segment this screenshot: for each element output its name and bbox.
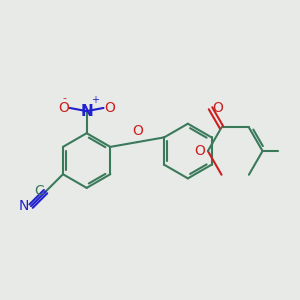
Text: -: - bbox=[63, 93, 67, 103]
Text: +: + bbox=[92, 95, 99, 105]
Text: C: C bbox=[34, 184, 44, 198]
Text: O: O bbox=[213, 101, 224, 115]
Text: O: O bbox=[194, 144, 205, 158]
Text: O: O bbox=[132, 124, 143, 138]
Text: O: O bbox=[58, 101, 69, 115]
Text: N: N bbox=[80, 103, 93, 118]
Text: O: O bbox=[104, 101, 116, 115]
Text: N: N bbox=[19, 199, 29, 213]
